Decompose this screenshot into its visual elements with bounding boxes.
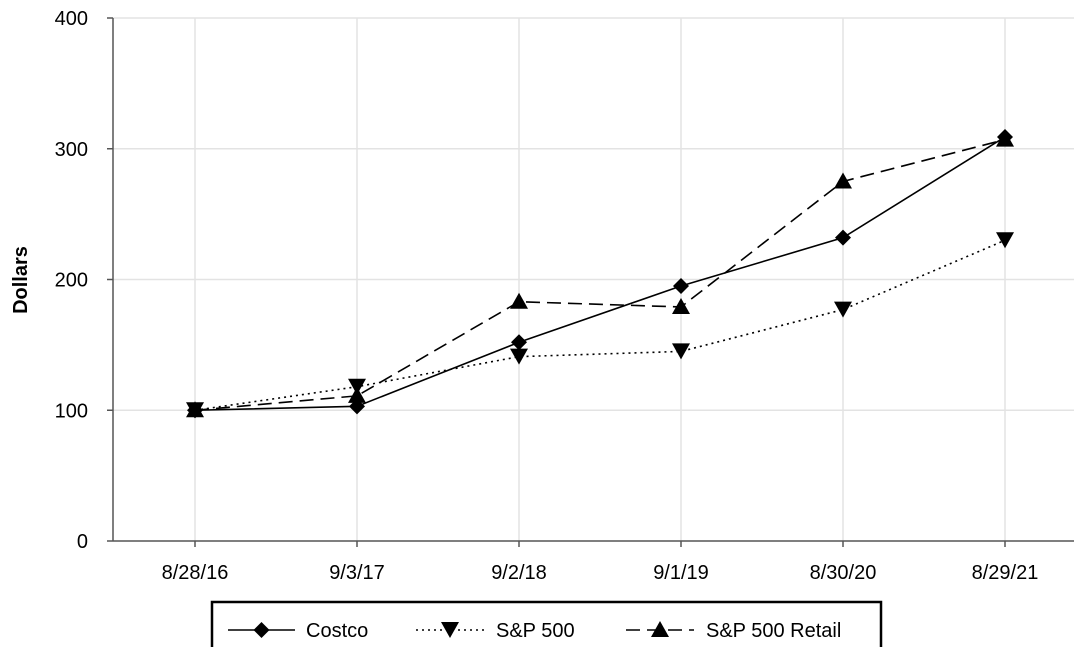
legend: Costco S&P 500 S&P 500 Retail: [210, 600, 883, 647]
data-point-sandp-500: [672, 343, 690, 360]
data-point-sandp-500-retail: [672, 297, 690, 314]
legend-box: [210, 600, 883, 647]
x-tick-label: 8/30/20: [810, 562, 877, 584]
x-tick-label: 9/2/18: [491, 562, 547, 584]
data-point-sandp-500-retail: [510, 292, 528, 309]
legend-item-sandp-500-retail: S&P 500 Retail: [626, 620, 841, 642]
data-point-sandp-500-retail: [348, 386, 366, 403]
data-point-sandp-500: [834, 301, 852, 318]
legend-marker: [441, 622, 459, 638]
data-point-costco: [835, 229, 851, 246]
series-line-sandp-500: [194, 239, 1006, 412]
y-tick-label: 300: [55, 139, 88, 161]
series-costco: [187, 128, 1013, 419]
data-point-sandp-500: [348, 378, 366, 395]
x-tick-label: 9/1/19: [653, 562, 709, 584]
y-tick-label: 200: [55, 270, 88, 292]
y-axis-title: Dollars: [10, 246, 32, 314]
legend-item-sandp-500: S&P 500: [416, 620, 575, 642]
data-point-costco: [511, 334, 527, 351]
x-tick-labels: 8/28/16 9/3/17 9/2/18 9/1/19 8/30/20 8/29/21: [162, 541, 1039, 584]
data-point-sandp-500: [996, 232, 1014, 249]
data-point-sandp-500-retail: [834, 172, 852, 189]
data-point-costco: [673, 278, 689, 295]
y-tick-labels: 0 100 200 300 400: [55, 8, 113, 553]
x-tick-label: 9/3/17: [329, 562, 385, 584]
series-line-costco: [194, 136, 1006, 412]
grid-lines: [113, 17, 1074, 541]
data-point-sandp-500: [510, 348, 528, 365]
series-sandp-500: [186, 232, 1014, 419]
series-group: [186, 128, 1014, 419]
legend-label: S&P 500: [496, 620, 575, 642]
legend-label: Costco: [306, 620, 368, 642]
x-tick-label: 8/28/16: [162, 562, 229, 584]
legend-marker: [651, 621, 669, 637]
y-tick-label: 100: [55, 400, 88, 422]
series-sandp-500-retail: [186, 130, 1014, 418]
legend-item-costco: Costco: [228, 620, 368, 642]
x-tick-label: 8/29/21: [972, 562, 1039, 584]
legend-marker: [253, 622, 270, 638]
data-point-sandp-500-retail: [186, 401, 204, 418]
series-line-sandp-500-retail: [194, 138, 1006, 412]
y-tick-label: 400: [55, 8, 88, 30]
y-tick-label: 0: [77, 531, 88, 553]
legend-label: S&P 500 Retail: [706, 620, 841, 642]
data-point-sandp-500-retail: [996, 130, 1014, 147]
